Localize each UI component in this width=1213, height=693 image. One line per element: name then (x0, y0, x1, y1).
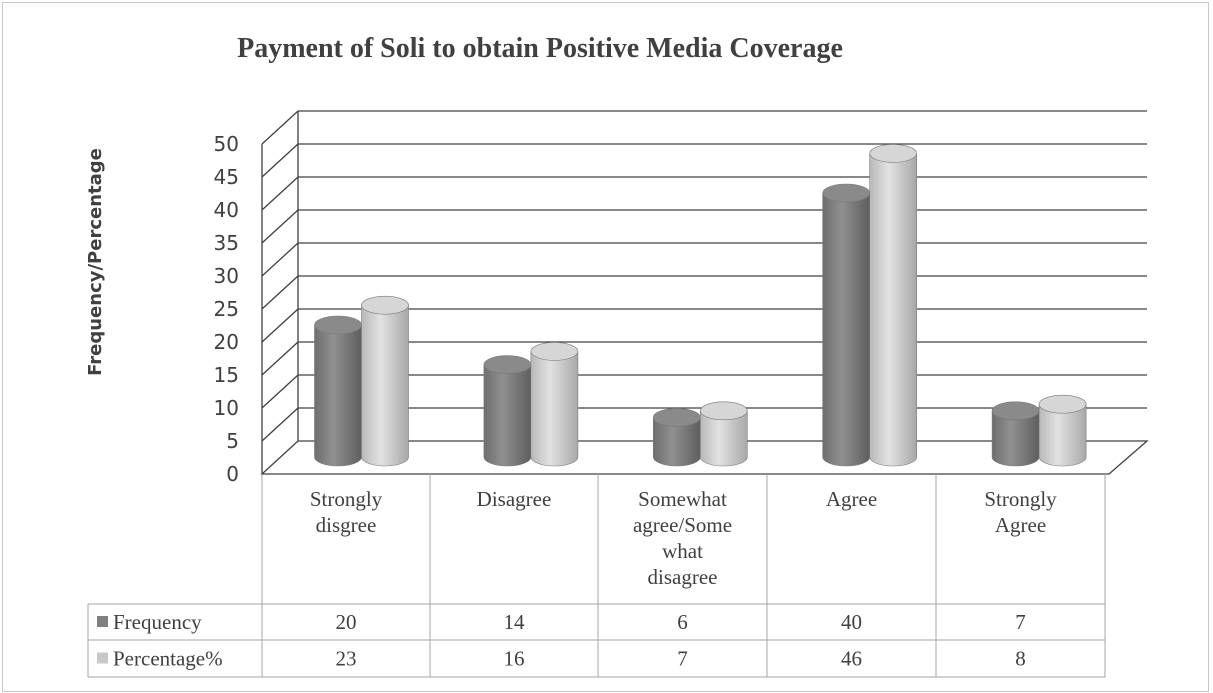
series-name: Frequency (113, 610, 202, 634)
bar (652, 408, 701, 467)
bar-body (314, 324, 362, 467)
category-label: Disagree (477, 487, 552, 511)
table-cell: 6 (677, 610, 688, 634)
category-label: agree/Some (633, 513, 732, 537)
bar-body (822, 192, 870, 467)
gridline-side (261, 407, 299, 442)
table-cell: 23 (336, 647, 357, 671)
gridline-side (261, 374, 299, 409)
table-cell: 16 (504, 647, 525, 671)
category-label: what (662, 539, 703, 563)
legend-key (97, 616, 108, 627)
bar-body (869, 153, 917, 467)
table-cell: 7 (1015, 610, 1026, 634)
category-label: disagree (648, 565, 718, 589)
bar-top (530, 342, 579, 361)
table-cell: 46 (841, 647, 862, 671)
bar (869, 144, 918, 467)
bar-top (869, 144, 918, 163)
bar (530, 342, 579, 467)
bar-top (652, 408, 701, 427)
y-tick-label: 40 (214, 198, 239, 222)
category-label: Somewhat (638, 487, 727, 511)
table-cell: 40 (841, 610, 862, 634)
y-tick-label: 45 (214, 165, 239, 189)
bar-top (314, 315, 362, 335)
y-tick-label: 10 (214, 396, 239, 420)
bar (991, 401, 1040, 467)
chart-title: Payment of Soli to obtain Positive Media… (237, 33, 843, 64)
category-label: disgree (316, 513, 377, 537)
y-tick-label: 25 (214, 297, 239, 321)
y-tick-label: 30 (214, 264, 239, 288)
y-tick-labels: 0 5 10 15 20 25 30 35 40 45 50 (214, 132, 239, 486)
bar-top (991, 401, 1040, 421)
y-tick-label: 15 (214, 363, 239, 387)
category-label: Strongly (984, 487, 1057, 511)
gridline-side (261, 143, 299, 178)
y-tick-label: 0 (226, 462, 239, 486)
gridline-side (261, 110, 299, 145)
bar (699, 401, 748, 467)
table-cell: 20 (336, 610, 357, 634)
legend-key (97, 652, 108, 664)
y-tick-label: 35 (214, 231, 239, 255)
bar (1038, 394, 1087, 467)
gridline-side (261, 308, 299, 343)
bar (483, 355, 532, 467)
gridline-side (261, 275, 299, 310)
table-cell: 14 (504, 610, 526, 634)
y-tick-label: 50 (214, 132, 239, 156)
table-cell: 7 (677, 647, 688, 671)
category-label: Agree (826, 487, 877, 511)
bar-top (1038, 394, 1087, 414)
bar (314, 315, 362, 467)
bar-body (653, 417, 701, 467)
y-axis-label: Frequency/Percentage (85, 148, 106, 376)
table-cell: 8 (1015, 647, 1026, 671)
gridline-side (261, 176, 299, 211)
bar-top (822, 183, 871, 203)
bars (314, 144, 1087, 467)
category-label: Strongly (310, 487, 383, 511)
bar-body (991, 410, 1040, 467)
category-label: Agree (995, 513, 1046, 537)
bar-top (483, 355, 532, 374)
bar-top (361, 295, 409, 315)
bar-body (483, 364, 532, 467)
bar-body (1038, 403, 1087, 467)
y-tick-label: 20 (214, 330, 239, 354)
gridline-side (261, 209, 299, 244)
bar-body (700, 410, 748, 467)
bar (822, 183, 871, 467)
gridline-side (261, 341, 299, 376)
bar-body (530, 351, 579, 467)
floor (260, 440, 1149, 475)
bar-body (361, 304, 409, 467)
bar (361, 295, 409, 467)
series-name: Percentage% (113, 647, 223, 671)
gridline-side (261, 242, 299, 277)
bar-top (699, 401, 748, 421)
y-tick-label: 5 (226, 429, 239, 453)
